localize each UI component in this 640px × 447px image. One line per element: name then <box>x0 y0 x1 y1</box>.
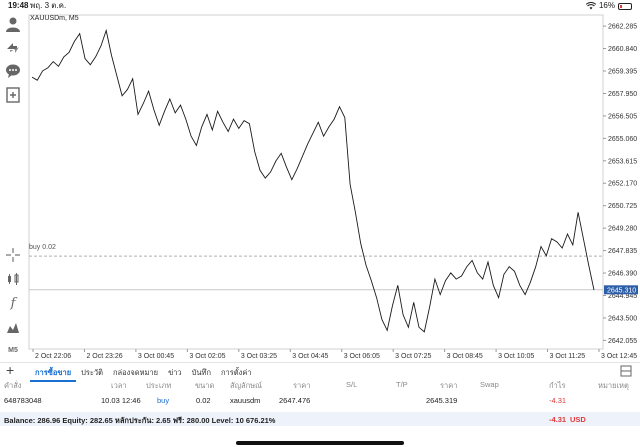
price-tick-label: 2659.395 <box>608 69 637 76</box>
time-tick-label: 3 Oct 11:25 <box>550 353 586 360</box>
chart-symbol: XAUUSDm, M5 <box>30 15 79 22</box>
price-tick-label: 2662.285 <box>608 24 637 31</box>
col-profit: กำไร <box>549 381 566 390</box>
order-volume: 0.02 <box>196 396 211 405</box>
price-tick-label: 2642.055 <box>608 338 637 345</box>
timeframe-button[interactable]: M5 <box>8 346 18 354</box>
buy-line-label: buy 0.02 <box>29 244 56 251</box>
price-tick-label: 2644.945 <box>608 293 637 300</box>
terminal-tabs: การซื้อขาย ประวัติ กล่องจดหมาย ข่าว บันท… <box>30 366 257 382</box>
order-open-price: 2647.476 <box>279 396 311 405</box>
objects-icon[interactable] <box>3 317 23 337</box>
order-profit: -4.31 <box>549 396 567 405</box>
trade-row[interactable]: 648783048 10.03 12:46 buy 0.02 xauusdm 2… <box>0 396 640 409</box>
wifi-icon <box>585 2 596 10</box>
price-tick-label: 2656.505 <box>608 113 637 120</box>
indicators-icon[interactable]: f <box>10 295 16 311</box>
time-tick-label: 2 Oct 22:06 <box>35 353 71 360</box>
time-tick-label: 2 Oct 23:26 <box>86 353 122 360</box>
status-date: พฤ. 3 ต.ค. <box>30 1 67 10</box>
order-time: 10.03 12:46 <box>101 396 141 405</box>
crosshair-icon[interactable] <box>3 245 23 265</box>
price-tick-label: 2646.390 <box>608 271 637 278</box>
price-tick-label: 2655.060 <box>608 136 637 143</box>
home-indicator <box>236 441 404 445</box>
col-volume: ขนาด <box>195 381 215 390</box>
chat-icon[interactable] <box>3 61 23 81</box>
status-right: 16% <box>585 0 632 12</box>
order-current-price: 2645.319 <box>426 396 458 405</box>
price-series-line <box>31 28 595 333</box>
balance-summary: Balance: 286.96 Equity: 282.65 หลักประกั… <box>4 416 276 425</box>
col-sl: S/L <box>346 380 358 389</box>
price-tick-label: 2647.835 <box>608 248 637 255</box>
price-tick-label: 2660.840 <box>608 46 637 53</box>
account-icon[interactable] <box>3 14 23 34</box>
price-tick-label: 2653.615 <box>608 158 637 165</box>
price-tick-label: 2652.170 <box>608 181 637 188</box>
balance-bar: Balance: 286.96 Equity: 282.65 หลักประกั… <box>0 412 640 426</box>
tab-trade[interactable]: การซื้อขาย <box>30 366 77 382</box>
tab-settings[interactable]: การตั้งค่า <box>221 368 252 377</box>
trade-arrows-icon[interactable] <box>3 37 23 57</box>
plot-frame <box>28 14 604 350</box>
price-tick-label: 2657.950 <box>608 91 637 98</box>
bottom-toolbar: + การซื้อขาย ประวัติ กล่องจดหมาย ข่าว บั… <box>0 362 640 382</box>
price-chart[interactable]: 2662.285 2660.840 2659.395 2657.950 2656.505… <box>27 13 640 360</box>
plus-icon[interactable]: + <box>6 362 15 378</box>
col-tp: T/P <box>396 380 408 389</box>
time-tick-label: 3 Oct 08:45 <box>447 353 483 360</box>
time-tick-label: 3 Oct 04:45 <box>292 353 328 360</box>
col-price: ราคา <box>293 381 311 390</box>
price-tick-label: 2649.280 <box>608 226 637 233</box>
col-symbol: สัญลักษณ์ <box>230 381 263 390</box>
chart-type-icon[interactable] <box>3 269 23 289</box>
tab-mailbox[interactable]: กล่องจดหมาย <box>113 368 159 377</box>
time-tick-label: 3 Oct 07:25 <box>395 353 431 360</box>
status-time: 19:48 <box>8 1 29 10</box>
new-order-icon[interactable] <box>3 85 23 105</box>
left-toolbar: f M5 <box>0 12 26 360</box>
col-time: เวลา <box>111 381 127 390</box>
tab-journal[interactable]: บันทึก <box>191 368 212 377</box>
time-tick-label: 3 Oct 12:45 <box>601 353 637 360</box>
battery-icon <box>618 2 632 10</box>
tab-history[interactable]: ประวัติ <box>81 368 104 377</box>
time-tick-label: 3 Oct 06:05 <box>344 353 380 360</box>
price-tick-label: 2650.725 <box>608 203 637 210</box>
total-profit: -4.31 <box>549 415 567 424</box>
col-order: คำสั่ง <box>4 381 22 390</box>
order-number: 648783048 <box>4 396 42 405</box>
current-price-tag <box>604 285 638 295</box>
trade-table-header: คำสั่ง เวลา ประเภท ขนาด สัญลักษณ์ ราคา S… <box>0 380 640 393</box>
col-type: ประเภท <box>146 381 172 390</box>
time-tick-label: 3 Oct 00:45 <box>138 353 174 360</box>
price-tick-label: 2643.500 <box>608 315 637 322</box>
expand-icon[interactable] <box>620 365 632 377</box>
order-symbol: xauusdm <box>230 396 261 405</box>
time-tick-label: 3 Oct 02:05 <box>189 353 225 360</box>
col-current-price: ราคา <box>440 381 458 390</box>
tab-news[interactable]: ข่าว <box>168 368 182 377</box>
order-type: buy <box>157 396 170 405</box>
chart-area[interactable]: 2662.285 2660.840 2659.395 2657.950 2656.505… <box>27 13 640 360</box>
status-bar: 19:48 พฤ. 3 ต.ค. 16% <box>0 0 640 12</box>
battery-percent: 16% <box>598 1 615 10</box>
time-tick-label: 3 Oct 03:25 <box>241 353 277 360</box>
col-swap: Swap <box>480 380 499 389</box>
current-price-label: 2645.310 <box>607 287 636 294</box>
col-comment: หมายเหตุ <box>598 381 629 390</box>
total-currency: USD <box>570 415 586 424</box>
time-tick-label: 3 Oct 10:05 <box>498 353 534 360</box>
